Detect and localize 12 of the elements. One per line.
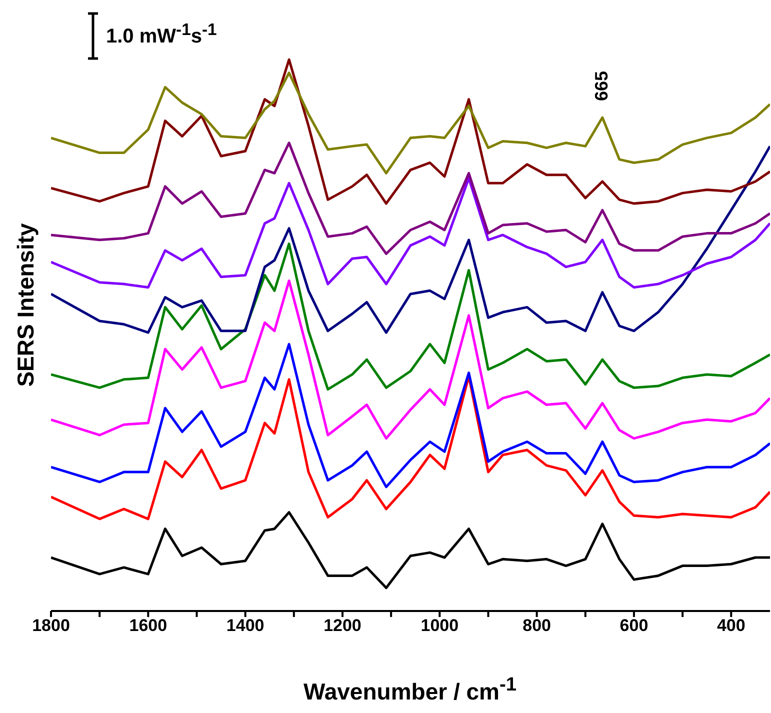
x-tick-label: 1200 [324,616,362,636]
x-tick-label: 1600 [129,616,168,636]
x-tick-label: 1800 [32,616,70,636]
x-tick-label: 1000 [420,616,459,636]
y-axis-title: SERS Intensity [12,223,40,387]
x-tick-label: 1400 [226,616,264,636]
annotation: 665 [592,70,613,101]
x-tick-label: 600 [620,616,648,636]
x-tick-label: 800 [522,616,551,636]
text: 1.0 mW$^{-1}$s$^{-1}$ [106,20,217,49]
x-axis-title: Wavenumber / cm$^{-1}$ [303,674,517,706]
x-tick-label: 400 [716,616,746,636]
